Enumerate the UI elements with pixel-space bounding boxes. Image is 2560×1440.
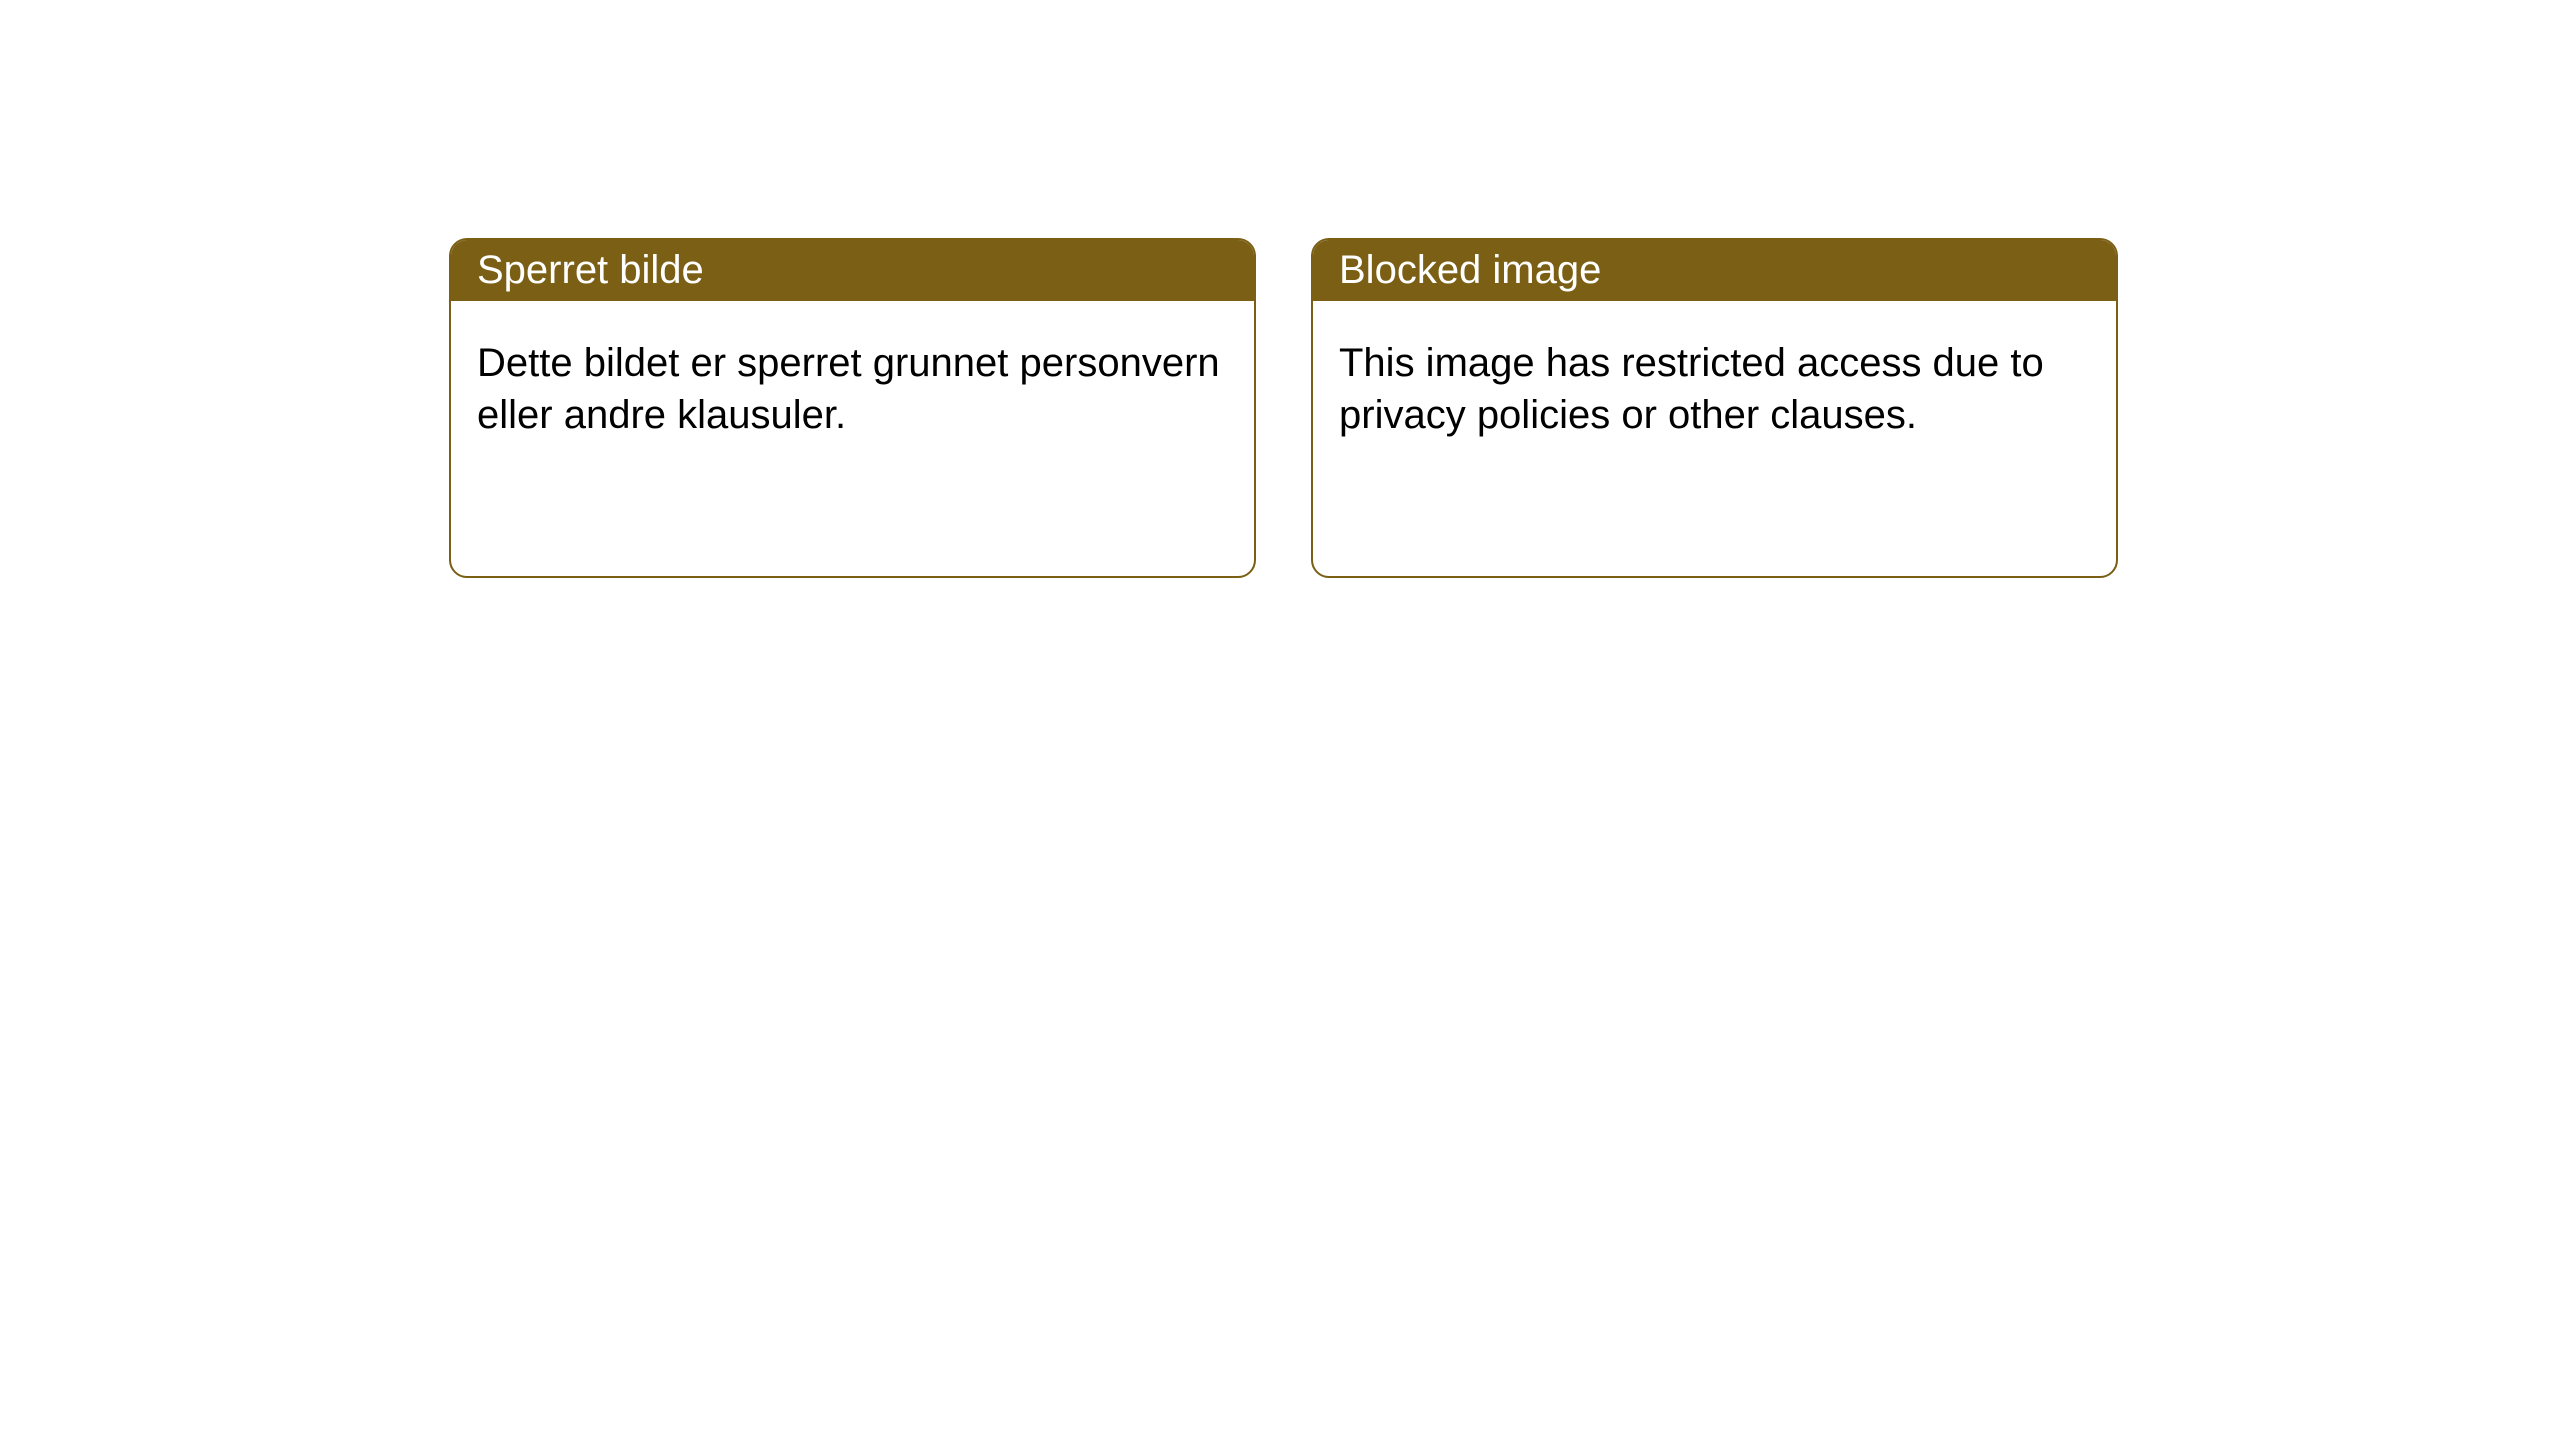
notice-body: This image has restricted access due to … bbox=[1313, 301, 2116, 477]
notice-container: Sperret bilde Dette bildet er sperret gr… bbox=[0, 0, 2560, 578]
notice-header: Blocked image bbox=[1313, 240, 2116, 301]
notice-body: Dette bildet er sperret grunnet personve… bbox=[451, 301, 1254, 477]
notice-card-norwegian: Sperret bilde Dette bildet er sperret gr… bbox=[449, 238, 1256, 578]
notice-header: Sperret bilde bbox=[451, 240, 1254, 301]
notice-card-english: Blocked image This image has restricted … bbox=[1311, 238, 2118, 578]
